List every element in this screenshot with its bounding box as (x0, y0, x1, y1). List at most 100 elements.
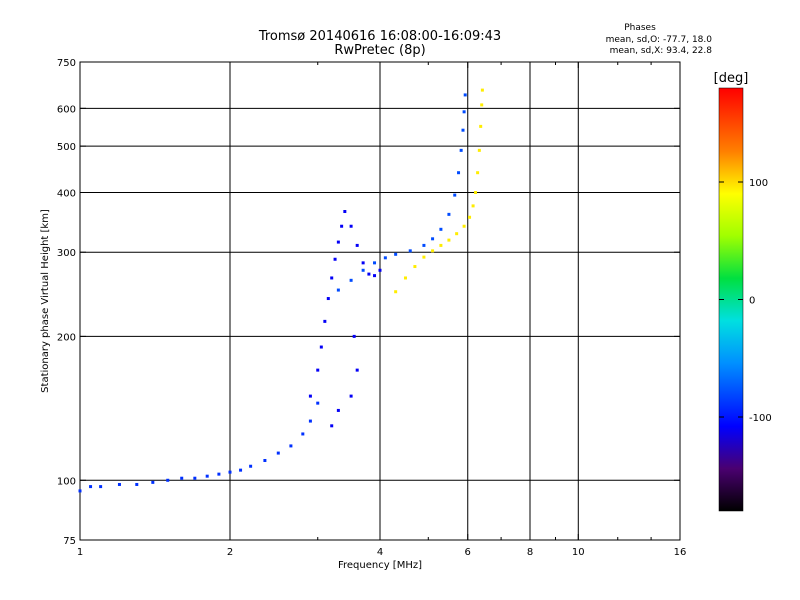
data-point (422, 243, 426, 247)
data-point (239, 468, 243, 472)
colorbar-label: [deg] (714, 71, 749, 86)
data-point (394, 252, 398, 256)
data-point (474, 190, 478, 194)
colorbar-tick-label: 0 (749, 296, 755, 307)
data-point (431, 249, 435, 253)
data-point (373, 274, 377, 278)
data-point (480, 103, 484, 107)
phases-x-stats: mean, sd,X: 93.4, 22.8 (610, 46, 713, 56)
data-point (413, 265, 417, 269)
data-point (349, 394, 353, 398)
data-points (78, 88, 484, 493)
data-point (117, 482, 121, 486)
chart-title: Tromsø 20140616 16:08:00-16:09:43 (258, 29, 501, 44)
trace-e-region-trace (78, 401, 320, 493)
data-point (336, 240, 340, 244)
data-point (99, 485, 103, 489)
data-point (408, 249, 412, 253)
chart-subtitle: RwPretec (8p) (334, 43, 425, 58)
data-point (459, 148, 463, 152)
data-point (308, 394, 312, 398)
data-point (383, 256, 387, 260)
data-point (462, 224, 466, 228)
data-point (316, 368, 320, 372)
data-point (276, 451, 280, 455)
y-tick-label: 75 (63, 536, 76, 547)
colorbar-tick-label: -100 (749, 413, 772, 424)
data-point (193, 476, 197, 480)
x-tick-label: 1 (77, 547, 83, 558)
y-tick-label: 200 (57, 332, 76, 343)
data-point (205, 474, 209, 478)
data-point (476, 171, 480, 175)
data-point (316, 401, 320, 405)
data-point (439, 227, 443, 231)
data-point (166, 478, 170, 482)
data-point (462, 110, 466, 114)
y-axis-label: Stationary phase Virtual Height [km] (40, 209, 51, 393)
x-tick-label: 2 (227, 547, 233, 558)
y-tick-label: 300 (57, 248, 76, 259)
data-point (308, 419, 312, 423)
data-point (431, 237, 435, 241)
data-point (349, 224, 353, 228)
trace-f1-spread-cloud (308, 210, 382, 428)
data-point (78, 489, 82, 493)
y-tick-label: 750 (57, 58, 76, 69)
x-tick-label: 4 (377, 547, 383, 558)
y-tick-label: 400 (57, 188, 76, 199)
data-point (217, 472, 221, 476)
grid-lines (80, 62, 680, 540)
data-point (361, 261, 365, 265)
trace-f2-o-mode-trace (336, 93, 467, 292)
phases-title: Phases (624, 23, 656, 33)
data-point (480, 88, 484, 92)
data-point (439, 243, 443, 247)
data-point (367, 272, 371, 276)
data-point (373, 261, 377, 265)
data-point (289, 444, 293, 448)
data-point (333, 257, 337, 261)
y-tick-label: 100 (57, 476, 76, 487)
axis-ticks: 1 2 4 6 8 10 16 75 100 200 300 400 500 600 750 (57, 58, 686, 558)
data-point (457, 171, 461, 175)
data-point (394, 290, 398, 294)
data-point (355, 368, 359, 372)
data-point (403, 276, 407, 280)
data-point (447, 212, 451, 216)
data-point (330, 276, 334, 280)
trace-f2-x-mode-trace (394, 88, 484, 294)
colorbar-tick-label: 100 (749, 178, 768, 189)
data-point (349, 278, 353, 282)
data-point (228, 470, 232, 474)
data-point (468, 215, 472, 219)
y-tick-label: 500 (57, 142, 76, 153)
data-point (151, 480, 155, 484)
x-tick-label: 10 (572, 547, 585, 558)
y-tick-label: 600 (57, 104, 76, 115)
data-point (135, 482, 139, 486)
data-point (352, 334, 356, 338)
data-point (447, 238, 451, 242)
x-tick-label: 6 (465, 547, 471, 558)
data-point (323, 319, 327, 323)
data-point (180, 476, 184, 480)
data-point (343, 210, 347, 214)
data-point (355, 243, 359, 247)
data-point (263, 458, 267, 462)
data-point (330, 424, 334, 428)
data-point (301, 432, 305, 436)
data-point (455, 232, 459, 236)
data-point (479, 124, 483, 128)
x-tick-label: 8 (527, 547, 533, 558)
data-point (422, 255, 426, 259)
data-point (89, 485, 93, 489)
data-point (453, 193, 457, 197)
x-tick-label: 16 (674, 547, 687, 558)
data-point (461, 128, 465, 132)
data-point (361, 268, 365, 272)
data-point (471, 204, 475, 208)
phases-o-stats: mean, sd,O: -77.7, 18.0 (606, 35, 713, 45)
colorbar-ticks: 100 0 -100 (719, 178, 772, 424)
